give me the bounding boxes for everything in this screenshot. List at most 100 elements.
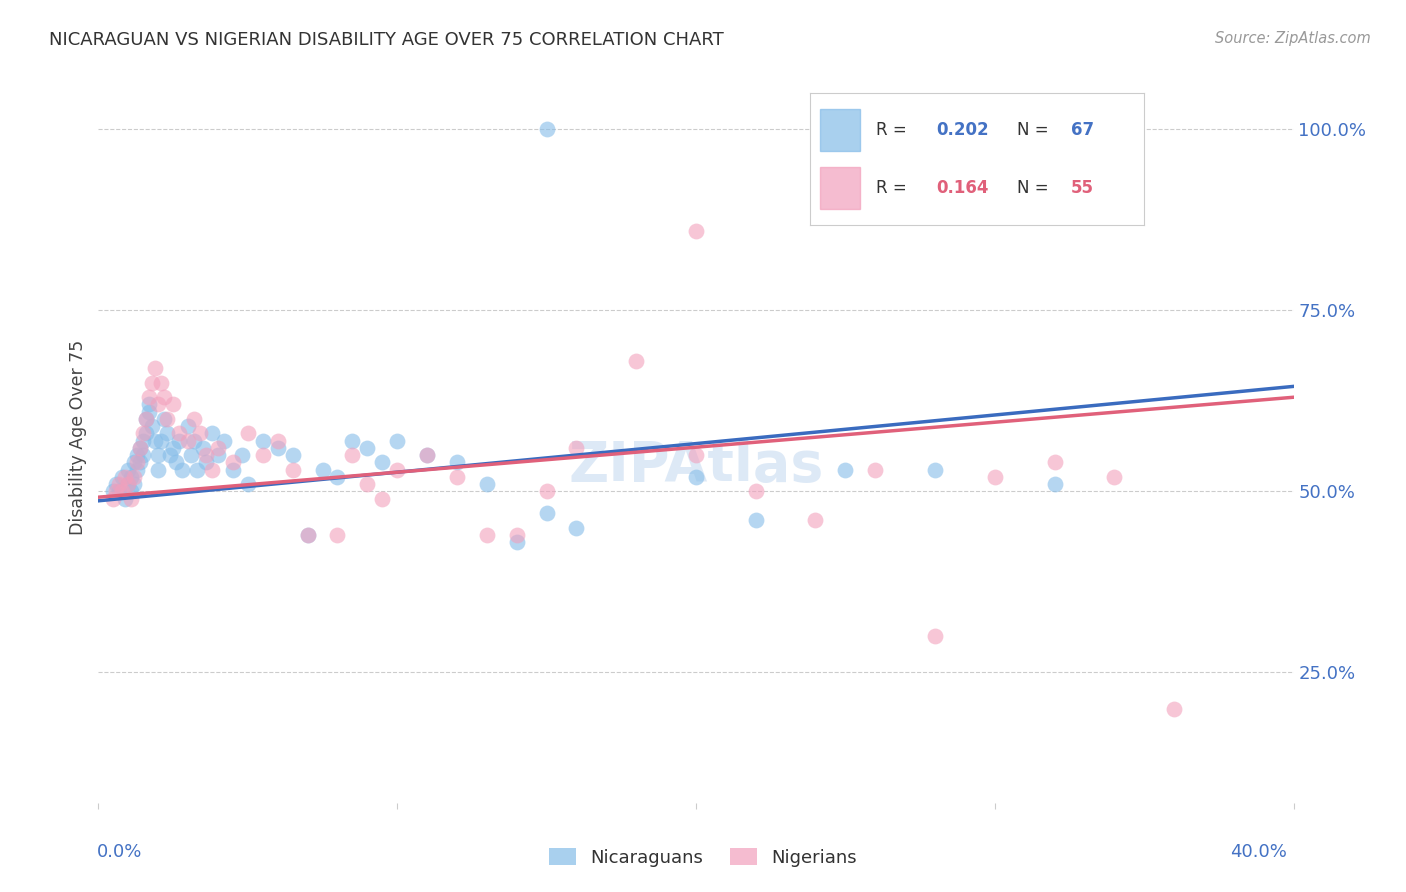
Point xyxy=(626,354,648,368)
Point xyxy=(222,463,245,477)
Point xyxy=(105,484,128,499)
Point xyxy=(111,484,134,499)
Point xyxy=(138,390,160,404)
Point xyxy=(148,448,170,462)
Y-axis label: Disability Age Over 75: Disability Age Over 75 xyxy=(69,340,87,534)
Point xyxy=(342,434,364,448)
Point xyxy=(129,441,152,455)
Point xyxy=(127,463,149,477)
Point xyxy=(311,463,333,477)
Point xyxy=(129,455,152,469)
Point xyxy=(129,441,152,455)
Point xyxy=(150,376,173,390)
Point xyxy=(195,455,218,469)
Point xyxy=(124,455,146,469)
Point xyxy=(1043,455,1066,469)
Point xyxy=(1043,477,1066,491)
Point xyxy=(804,513,827,527)
Point xyxy=(356,441,378,455)
Point xyxy=(984,470,1007,484)
Point xyxy=(446,470,468,484)
Point xyxy=(446,455,468,469)
Text: ZIPAtlas: ZIPAtlas xyxy=(568,440,824,493)
Point xyxy=(177,434,200,448)
Point xyxy=(371,491,394,506)
Point xyxy=(342,448,364,462)
Point xyxy=(865,463,887,477)
Point xyxy=(207,441,229,455)
Point xyxy=(156,426,179,441)
Point xyxy=(148,463,170,477)
Point xyxy=(135,426,157,441)
Point xyxy=(834,463,856,477)
Point xyxy=(150,434,173,448)
Point xyxy=(132,448,155,462)
Point xyxy=(108,477,131,491)
Point xyxy=(416,448,439,462)
Point xyxy=(138,397,160,411)
Point xyxy=(236,426,259,441)
Point xyxy=(127,455,149,469)
Point xyxy=(195,448,218,462)
Point xyxy=(117,477,139,491)
Point xyxy=(297,528,319,542)
Point xyxy=(153,390,176,404)
Point xyxy=(180,448,202,462)
Point xyxy=(281,448,304,462)
Point xyxy=(105,477,128,491)
Point xyxy=(385,434,409,448)
Point xyxy=(159,448,181,462)
Point xyxy=(141,419,163,434)
Point xyxy=(135,412,157,426)
Point xyxy=(165,455,187,469)
Point xyxy=(924,463,946,477)
Point xyxy=(120,491,142,506)
Point xyxy=(156,412,179,426)
Point xyxy=(506,528,529,542)
Point xyxy=(536,122,558,136)
Point xyxy=(103,491,125,506)
Point xyxy=(117,463,139,477)
Point xyxy=(371,455,394,469)
Point xyxy=(565,520,588,534)
Point xyxy=(267,441,290,455)
Point xyxy=(124,470,146,484)
Point xyxy=(183,434,205,448)
Point xyxy=(252,448,274,462)
Point xyxy=(201,463,224,477)
Point xyxy=(685,448,707,462)
Point xyxy=(162,397,184,411)
Point xyxy=(475,528,498,542)
Point xyxy=(506,535,529,549)
Point xyxy=(222,455,245,469)
Point xyxy=(536,484,558,499)
Point xyxy=(162,441,184,455)
Text: NICARAGUAN VS NIGERIAN DISABILITY AGE OVER 75 CORRELATION CHART: NICARAGUAN VS NIGERIAN DISABILITY AGE OV… xyxy=(49,31,724,49)
Point xyxy=(385,463,409,477)
Point xyxy=(132,426,155,441)
Point xyxy=(183,412,205,426)
Point xyxy=(536,506,558,520)
Point xyxy=(143,361,166,376)
Point xyxy=(267,434,290,448)
Point xyxy=(565,441,588,455)
Point xyxy=(124,477,146,491)
Point xyxy=(138,405,160,419)
Point xyxy=(167,434,190,448)
Point xyxy=(143,434,166,448)
Point xyxy=(356,477,378,491)
Point xyxy=(177,419,200,434)
Point xyxy=(114,470,136,484)
Point xyxy=(252,434,274,448)
Point xyxy=(120,470,142,484)
Point xyxy=(108,484,131,499)
Point xyxy=(141,376,163,390)
Point xyxy=(685,224,707,238)
Point xyxy=(475,477,498,491)
Point xyxy=(207,448,229,462)
Point xyxy=(153,412,176,426)
Point xyxy=(167,426,190,441)
Point xyxy=(111,470,134,484)
Point xyxy=(326,470,349,484)
Point xyxy=(281,463,304,477)
